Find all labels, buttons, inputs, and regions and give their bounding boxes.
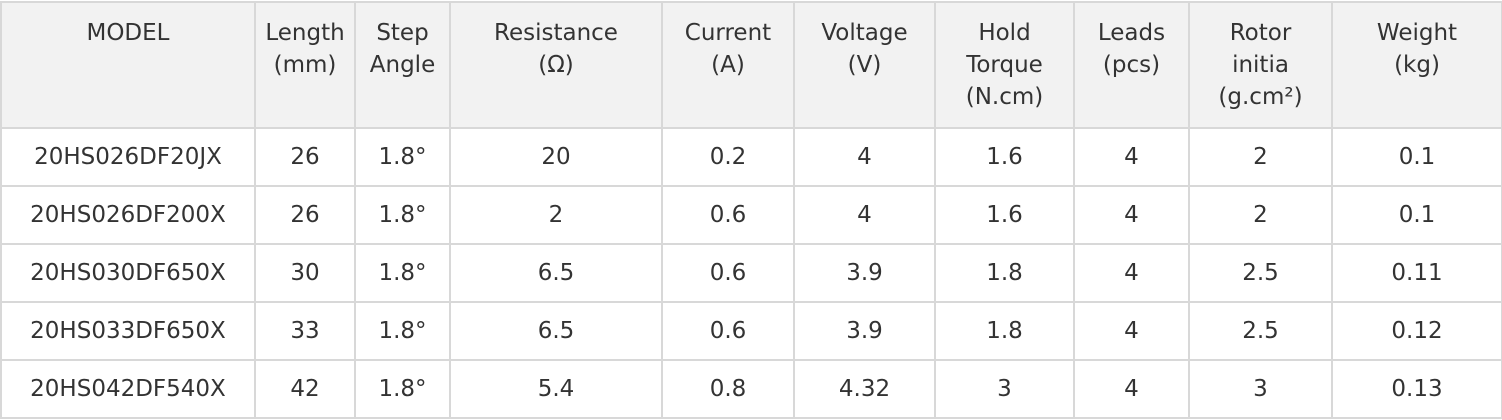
- header-resistance: Resistance (Ω): [449, 1, 663, 129]
- cell-length: 42: [254, 359, 356, 419]
- cell-voltage: 3.9: [793, 301, 936, 361]
- cell-weight: 0.11: [1331, 243, 1502, 303]
- cell-model: 20HS030DF650X: [0, 243, 256, 303]
- header-model: MODEL: [0, 1, 256, 129]
- cell-voltage: 4.32: [793, 359, 936, 419]
- cell-hold-torque: 1.8: [934, 243, 1075, 303]
- header-rotor-inertia: Rotor initia (g.cm²): [1188, 1, 1333, 129]
- table-row: 20HS030DF650X 30 1.8° 6.5 0.6 3.9 1.8 4 …: [0, 243, 1502, 303]
- cell-leads: 4: [1073, 127, 1190, 187]
- cell-step-angle: 1.8°: [354, 359, 451, 419]
- table-row: 20HS033DF650X 33 1.8° 6.5 0.6 3.9 1.8 4 …: [0, 301, 1502, 361]
- cell-step-angle: 1.8°: [354, 185, 451, 245]
- table-row: 20HS026DF20JX 26 1.8° 20 0.2 4 1.6 4 2 0…: [0, 127, 1502, 187]
- cell-voltage: 3.9: [793, 243, 936, 303]
- cell-hold-torque: 3: [934, 359, 1075, 419]
- cell-resistance: 5.4: [449, 359, 663, 419]
- cell-resistance: 6.5: [449, 243, 663, 303]
- cell-leads: 4: [1073, 359, 1190, 419]
- cell-hold-torque: 1.6: [934, 127, 1075, 187]
- cell-leads: 4: [1073, 243, 1190, 303]
- cell-current: 0.2: [661, 127, 795, 187]
- cell-step-angle: 1.8°: [354, 243, 451, 303]
- table-row: 20HS026DF200X 26 1.8° 2 0.6 4 1.6 4 2 0.…: [0, 185, 1502, 245]
- cell-weight: 0.13: [1331, 359, 1502, 419]
- cell-weight: 0.1: [1331, 185, 1502, 245]
- header-step-angle: Step Angle: [354, 1, 451, 129]
- cell-leads: 4: [1073, 185, 1190, 245]
- cell-resistance: 2: [449, 185, 663, 245]
- header-weight: Weight (kg): [1331, 1, 1502, 129]
- cell-length: 26: [254, 185, 356, 245]
- cell-current: 0.6: [661, 243, 795, 303]
- cell-current: 0.6: [661, 185, 795, 245]
- cell-current: 0.6: [661, 301, 795, 361]
- cell-weight: 0.12: [1331, 301, 1502, 361]
- cell-rotor-inertia: 3: [1188, 359, 1333, 419]
- cell-voltage: 4: [793, 127, 936, 187]
- header-hold-torque: Hold Torque (N.cm): [934, 1, 1075, 129]
- table-row: 20HS042DF540X 42 1.8° 5.4 0.8 4.32 3 4 3…: [0, 359, 1502, 419]
- header-current: Current (A): [661, 1, 795, 129]
- cell-length: 30: [254, 243, 356, 303]
- cell-model: 20HS042DF540X: [0, 359, 256, 419]
- cell-length: 26: [254, 127, 356, 187]
- cell-current: 0.8: [661, 359, 795, 419]
- cell-model: 20HS026DF200X: [0, 185, 256, 245]
- cell-rotor-inertia: 2: [1188, 185, 1333, 245]
- cell-hold-torque: 1.6: [934, 185, 1075, 245]
- cell-leads: 4: [1073, 301, 1190, 361]
- cell-rotor-inertia: 2.5: [1188, 301, 1333, 361]
- cell-model: 20HS033DF650X: [0, 301, 256, 361]
- cell-length: 33: [254, 301, 356, 361]
- cell-weight: 0.1: [1331, 127, 1502, 187]
- cell-rotor-inertia: 2.5: [1188, 243, 1333, 303]
- cell-model: 20HS026DF20JX: [0, 127, 256, 187]
- cell-resistance: 20: [449, 127, 663, 187]
- cell-step-angle: 1.8°: [354, 301, 451, 361]
- header-voltage: Voltage (V): [793, 1, 936, 129]
- header-length: Length (mm): [254, 1, 356, 129]
- cell-voltage: 4: [793, 185, 936, 245]
- cell-step-angle: 1.8°: [354, 127, 451, 187]
- cell-rotor-inertia: 2: [1188, 127, 1333, 187]
- table-header-row: MODEL Length (mm) Step Angle Resistance …: [0, 1, 1502, 129]
- cell-hold-torque: 1.8: [934, 301, 1075, 361]
- cell-resistance: 6.5: [449, 301, 663, 361]
- header-leads: Leads (pcs): [1073, 1, 1190, 129]
